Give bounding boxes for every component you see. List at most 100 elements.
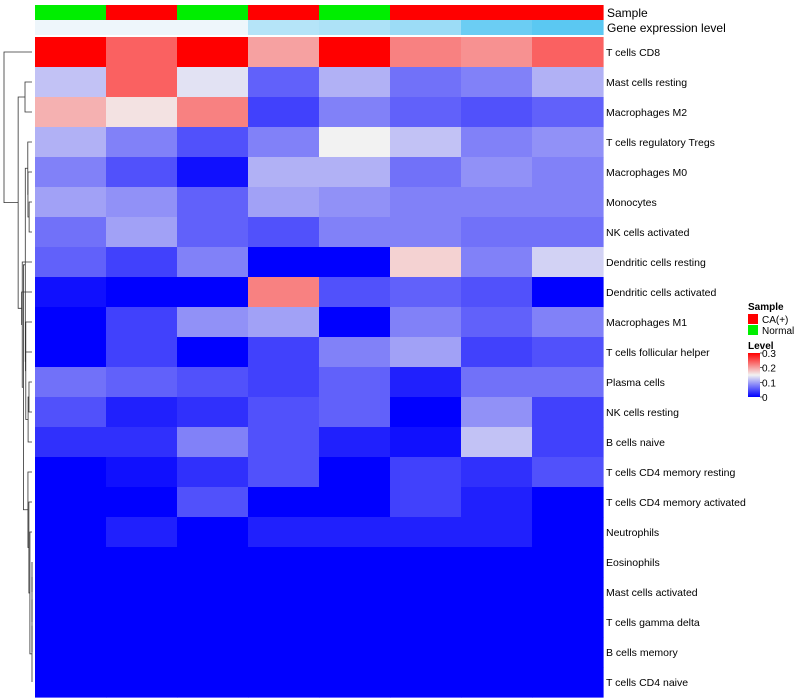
heatmap-cell	[248, 307, 320, 338]
dendrogram-branch	[27, 396, 32, 443]
heatmap-cell	[390, 547, 462, 578]
heatmap-cell	[461, 397, 533, 428]
heatmap-cell	[35, 517, 107, 548]
heatmap-cell	[35, 457, 107, 488]
heatmap-cell	[390, 67, 462, 98]
dendrogram-branch	[27, 171, 32, 218]
expression-annotation-cell	[35, 20, 107, 35]
heatmap-cell	[35, 367, 107, 398]
heatmap-cell	[177, 577, 249, 608]
heatmap-cell	[461, 457, 533, 488]
heatmap-cell	[177, 307, 249, 338]
heatmap-cell	[35, 547, 107, 578]
heatmap-cell	[532, 277, 604, 308]
heatmap-cell	[35, 67, 107, 98]
heatmap-cell	[177, 607, 249, 638]
heatmap-cell	[461, 277, 533, 308]
heatmap-cell	[319, 427, 391, 458]
heatmap-cell	[461, 427, 533, 458]
heatmap-cell	[532, 307, 604, 338]
heatmap-cell	[35, 127, 107, 158]
heatmap-cell	[319, 547, 391, 578]
heatmap-cell	[177, 127, 249, 158]
heatmap-cell	[248, 217, 320, 248]
row-labels: T cells CD8 Mast cells resting Macrophages…	[606, 47, 746, 689]
heatmap-cell	[106, 667, 178, 698]
heatmap-cell	[248, 367, 320, 398]
heatmap-cell	[319, 127, 391, 158]
heatmap-cells	[35, 37, 604, 698]
expression-annotation-cell	[532, 20, 604, 35]
heatmap-cell	[390, 367, 462, 398]
heatmap-cell	[532, 127, 604, 158]
heatmap-cell	[177, 517, 249, 548]
row-label: Dendritic cells activated	[606, 287, 716, 299]
heatmap-cell	[532, 187, 604, 218]
heatmap-cell	[532, 547, 604, 578]
sample-annotation-cell	[319, 5, 391, 20]
heatmap-cell	[177, 547, 249, 578]
heatmap-cell	[319, 37, 391, 68]
heatmap-cell	[532, 37, 604, 68]
heatmap-cell	[390, 37, 462, 68]
heatmap-cell	[390, 457, 462, 488]
dendrogram-branch	[24, 81, 32, 113]
heatmap-cell	[390, 487, 462, 518]
heatmap-cell	[532, 247, 604, 278]
heatmap-cell	[461, 37, 533, 68]
level-tick-label: 0.3	[762, 349, 776, 360]
heatmap-cell	[390, 187, 462, 218]
expression-annotation-cell	[461, 20, 533, 35]
dendrogram-branch	[29, 531, 32, 655]
dendrogram-branch	[3, 51, 32, 204]
heatmap-cell	[35, 487, 107, 518]
heatmap-cell	[177, 157, 249, 188]
heatmap-cell	[177, 97, 249, 128]
heatmap-cell	[390, 637, 462, 668]
heatmap-cell	[106, 427, 178, 458]
heatmap-cell	[319, 307, 391, 338]
heatmap-cell	[532, 367, 604, 398]
heatmap-cell	[461, 487, 533, 518]
level-tick-label: 0.1	[762, 378, 776, 389]
row-label: Macrophages M2	[606, 107, 687, 119]
expression-annotation-cell	[390, 20, 462, 35]
heatmap-cell	[177, 367, 249, 398]
heatmap-cell	[248, 637, 320, 668]
row-label: B cells memory	[606, 647, 679, 659]
heatmap-cell	[248, 37, 320, 68]
legend-title-level: Level	[748, 341, 774, 352]
heatmap-cell	[390, 307, 462, 338]
heatmap-cell	[532, 487, 604, 518]
heatmap-cell	[248, 517, 320, 548]
heatmap-cell	[461, 97, 533, 128]
dendrogram-branch	[21, 291, 32, 326]
sample-annotation-cell	[106, 5, 178, 20]
sample-annotation-cell	[248, 5, 320, 20]
heatmap-cell	[461, 637, 533, 668]
heatmap-cell	[177, 37, 249, 68]
heatmap-cell	[532, 427, 604, 458]
row-label: Mast cells resting	[606, 77, 687, 89]
heatmap-cell	[177, 247, 249, 278]
row-label: Neutrophils	[606, 527, 659, 539]
heatmap-cell	[532, 637, 604, 668]
heatmap-cell	[319, 607, 391, 638]
heatmap-cell	[106, 217, 178, 248]
heatmap-cell	[532, 577, 604, 608]
row-label: B cells naive	[606, 437, 665, 449]
row-label: T cells gamma delta	[606, 617, 700, 629]
dendrogram-branch	[24, 167, 28, 362]
heatmap-cell	[248, 337, 320, 368]
dendrogram-branch	[27, 141, 32, 195]
heatmap-cell	[248, 97, 320, 128]
heatmap-cell	[106, 637, 178, 668]
heatmap-cell	[248, 457, 320, 488]
row-label: T cells CD4 naive	[606, 677, 688, 689]
heatmap-cell	[35, 187, 107, 218]
heatmap-cell	[390, 217, 462, 248]
heatmap-cell	[319, 277, 391, 308]
heatmap-cell	[390, 247, 462, 278]
